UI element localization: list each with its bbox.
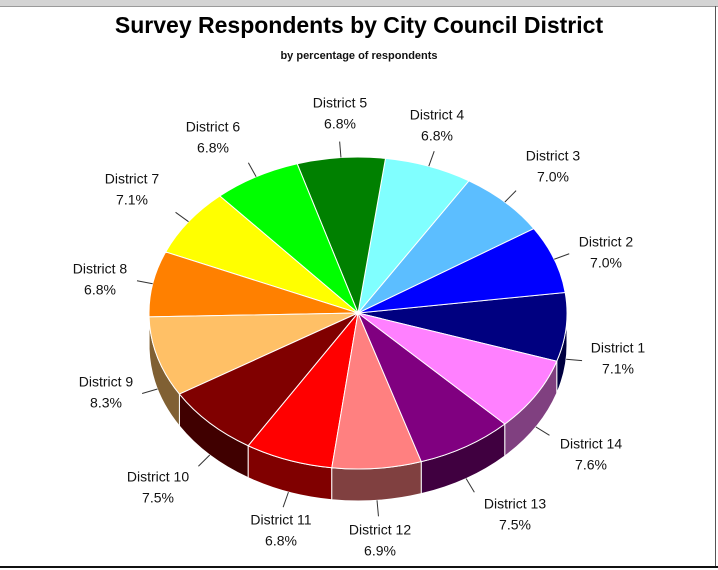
chart-subtitle: by percentage of respondents (280, 50, 438, 62)
leader-line-district-9 (141, 388, 158, 394)
slice-labels: District 1 7.1% District 2 7.0% District 3 7.… (73, 95, 646, 559)
leader-line-district-1 (566, 358, 583, 362)
slice-label-district-2: District 2 (579, 234, 634, 250)
window-top-bar (0, 0, 718, 7)
slice-value-district-9: 8.3% (90, 395, 122, 411)
leader-line-district-12 (376, 500, 379, 517)
slice-value-district-7: 7.1% (116, 192, 148, 208)
slice-label-district-3: District 3 (526, 148, 581, 164)
slice-label-district-6: District 6 (186, 119, 241, 135)
pie-slice-district-14 (357, 312, 558, 425)
leader-line-district-2 (554, 253, 570, 260)
slice-label-district-8: District 8 (73, 261, 128, 277)
slice-value-district-1: 7.1% (602, 361, 634, 377)
slice-value-district-5: 6.8% (324, 116, 356, 132)
pie-tops (148, 156, 568, 470)
leader-lines (136, 141, 583, 517)
slice-label-district-10: District 10 (127, 469, 189, 485)
slice-value-district-3: 7.0% (537, 169, 569, 185)
pie-slice-district-13 (356, 311, 506, 463)
slice-label-district-14: District 14 (560, 436, 622, 452)
slice-label-district-11: District 11 (250, 512, 311, 528)
pie-slice-district-10 (178, 312, 359, 447)
leader-line-district-4 (428, 150, 435, 167)
slice-label-district-5: District 5 (313, 95, 368, 111)
pie-sides (148, 312, 568, 502)
leader-line-district-8 (136, 280, 153, 285)
slice-label-district-4: District 4 (410, 107, 465, 123)
slice-value-district-4: 6.8% (421, 128, 453, 144)
leader-line-district-3 (504, 190, 517, 203)
slice-value-district-13: 7.5% (499, 517, 531, 533)
leader-line-district-10 (198, 454, 211, 467)
page-border-right (715, 6, 716, 568)
page-border-bottom (0, 566, 718, 568)
slice-value-district-6: 6.8% (197, 140, 229, 156)
leader-line-district-14 (535, 426, 550, 436)
slice-label-district-9: District 9 (79, 374, 134, 390)
slice-label-district-12: District 12 (349, 522, 411, 538)
slice-value-district-12: 6.9% (364, 543, 396, 559)
slice-value-district-11: 6.8% (265, 533, 297, 549)
pie-slice-district-9 (148, 312, 359, 395)
leader-line-district-7 (175, 211, 189, 223)
slice-value-district-2: 7.0% (590, 255, 622, 271)
slice-label-district-13: District 13 (484, 496, 546, 512)
leader-line-district-13 (465, 478, 475, 493)
slice-value-district-8: 6.8% (84, 282, 116, 298)
slice-label-district-7: District 7 (105, 171, 160, 187)
leader-line-district-6 (247, 162, 257, 178)
slice-value-district-14: 7.6% (575, 457, 607, 473)
slice-label-district-1: District 1 (591, 340, 646, 356)
chart-title: Survey Respondents by City Council Distr… (114, 12, 604, 38)
leader-line-district-5 (339, 141, 342, 158)
leader-line-district-11 (282, 491, 289, 508)
slice-value-district-10: 7.5% (142, 490, 174, 506)
